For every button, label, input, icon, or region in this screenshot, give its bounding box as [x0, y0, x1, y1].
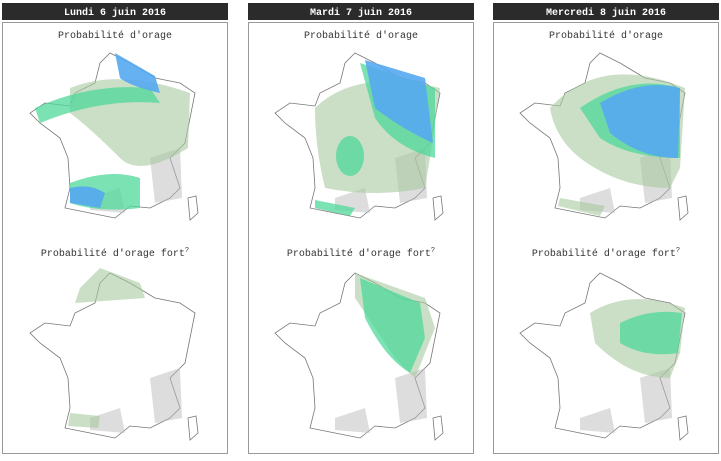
map: [274, 52, 444, 221]
map-title: Probabilité d'orage fort?: [41, 247, 189, 260]
map: [519, 272, 689, 441]
map-title: Probabilité d'orage fort?: [287, 247, 435, 260]
day-header: [248, 3, 474, 20]
day-title: Mercredi 8 juin 2016: [546, 7, 666, 19]
map-title: Probabilité d'orage: [304, 30, 418, 42]
map: [29, 52, 199, 221]
day-header: [2, 3, 228, 20]
footnote-mark: ?: [185, 247, 189, 255]
map: [519, 52, 689, 221]
footnote-mark: ?: [431, 247, 435, 255]
map-title: Probabilité d'orage: [549, 30, 663, 42]
day-header: [493, 3, 719, 20]
map: [274, 272, 444, 441]
map: [29, 268, 199, 441]
footnote-mark: ?: [676, 247, 680, 255]
map-title: Probabilité d'orage fort?: [532, 247, 680, 260]
day-title: Lundi 6 juin 2016: [64, 7, 166, 19]
day-title: Mardi 7 juin 2016: [310, 7, 412, 19]
map-title: Probabilité d'orage: [58, 30, 172, 42]
